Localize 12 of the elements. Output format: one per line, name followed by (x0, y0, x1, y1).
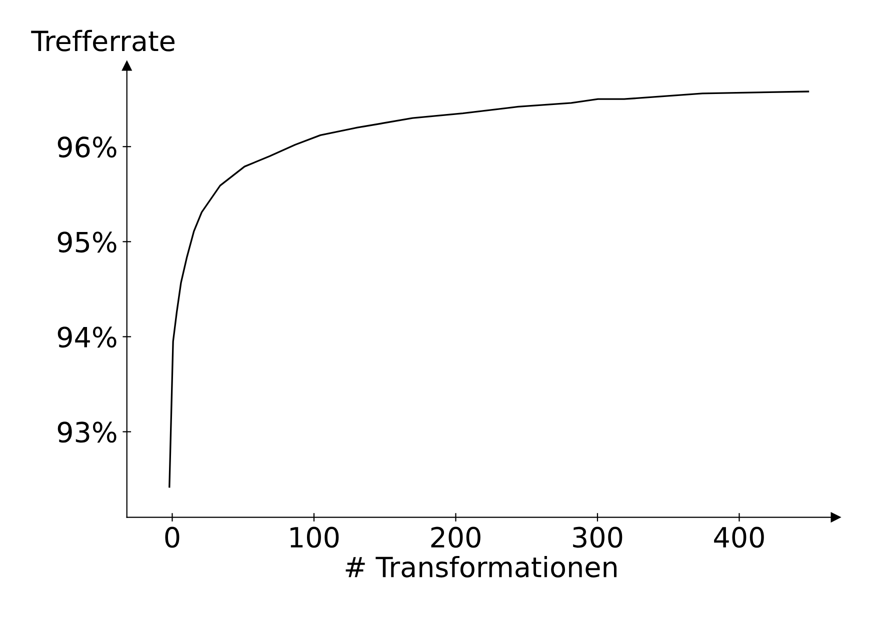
x-tick-label: 0 (165, 526, 180, 548)
y-axis-title: Trefferrate (31, 30, 174, 52)
y-tick-label: 93% (58, 422, 116, 443)
y-tick-label: 96% (58, 136, 116, 158)
x-tick-label: 400 (714, 526, 764, 548)
x-tick-label: 200 (431, 526, 480, 548)
x-tick-label: 300 (573, 526, 622, 548)
x-axis-title: # Transformationen (346, 556, 616, 578)
x-tick-label: 100 (290, 526, 339, 548)
line-series (168, 90, 810, 488)
y-tick-label: 94% (58, 326, 116, 348)
y-tick-label: 95% (58, 232, 116, 253)
